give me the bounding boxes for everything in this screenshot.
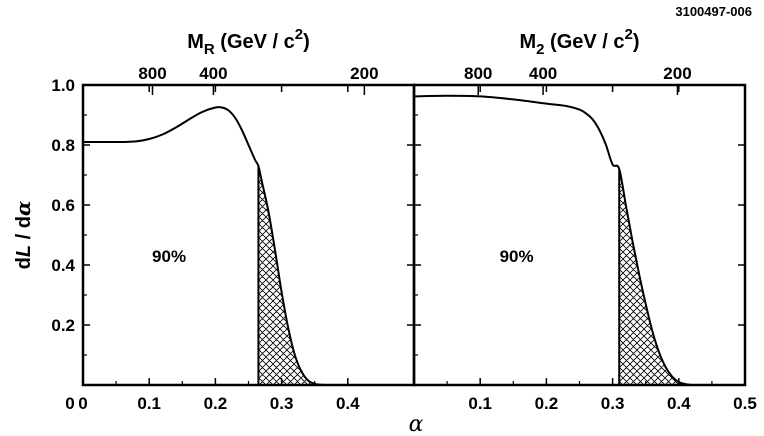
y-tick-label: 0.2 [51,316,75,335]
y-axis-title-alpha: α [11,201,35,216]
x-axis-title: α [409,412,424,436]
x-tick-label: 0.1 [137,394,161,413]
x-tick-label: 0.4 [336,394,360,413]
x-tick-label: 0.2 [204,394,228,413]
y-tick-label: 0.6 [51,196,75,215]
top-axis-title: M2 (GeV / c2) [519,26,639,58]
y-tick-label: 0.4 [51,256,75,275]
likelihood-curve [83,106,414,387]
top-tick-label: 800 [464,64,492,83]
panel-left: 0 0.1 0.2 0.3 0.4 0.2 0.4 0.6 0.8 1.0 800 400 200 MR … [51,26,416,413]
x-tick-label: 0.5 [733,394,757,413]
top-tick-label: 400 [529,64,557,83]
chart-panels: 0 0.1 0.2 0.3 0.4 0.2 0.4 0.6 0.8 1.0 800 400 200 MR … [51,26,756,413]
top-tick-label: 200 [350,64,378,83]
x-tick-label: 0.3 [601,394,625,413]
x-tick-label: 0.1 [468,394,492,413]
figure-id: 3100497-006 [675,4,752,19]
confidence-label: 90% [152,247,186,266]
y-tick-label: 1.0 [51,76,75,95]
y-axis-title-d: d [13,257,35,269]
y-axis-title-sep: / d [13,216,35,245]
x-tick-label: 0.4 [667,394,691,413]
y-axis-title: dL / dα [11,201,35,270]
panel-right: 0.1 0.2 0.3 0.4 0.5 800 400 200 M2 (GeV / c2) 90% [412,26,757,413]
x-tick-label: 0.2 [535,394,559,413]
y-tick-label: 0.8 [51,136,75,155]
plot-frame [412,83,747,387]
top-tick-label: 800 [138,64,166,83]
top-tick-label: 200 [663,64,691,83]
x-tick-label-origin: 0 [65,394,74,413]
top-axis-title: MR (GeV / c2) [187,26,310,58]
excluded-region-hatch [619,169,745,385]
plot-frame [81,83,416,387]
confidence-label: 90% [500,247,534,266]
likelihood-curve [413,94,745,387]
y-axis-title-l: L [13,245,35,257]
excluded-region-hatch [258,166,414,385]
x-tick-label: 0.3 [270,394,294,413]
x-tick-label: 0 [78,394,87,413]
top-tick-label: 400 [199,64,227,83]
